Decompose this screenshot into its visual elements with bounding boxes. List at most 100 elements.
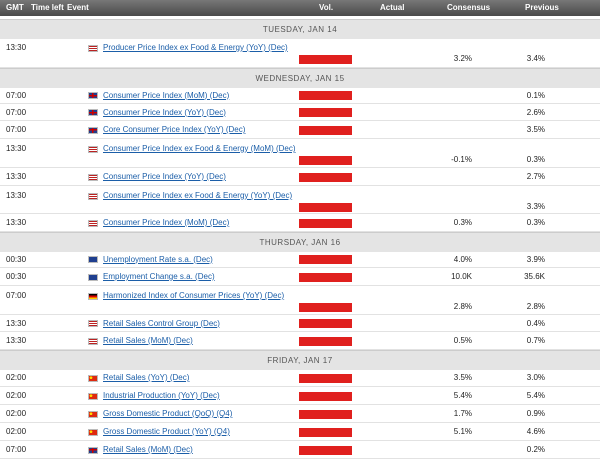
volatility-bar bbox=[299, 155, 352, 165]
event-row: 07:00 Retail Sales (MoM) (Dec) 0.2% bbox=[0, 441, 600, 459]
flag-icon bbox=[88, 320, 98, 327]
consensus: 2.8% bbox=[453, 302, 472, 311]
consensus: 5.4% bbox=[453, 391, 472, 400]
event-row: 02:00 Gross Domestic Product (YoY) (Q4) 5.… bbox=[0, 423, 600, 441]
event-link[interactable]: Gross Domestic Product (YoY) (Q4) bbox=[103, 427, 230, 436]
previous: 0.9% bbox=[526, 409, 545, 418]
event-link[interactable]: Employment Change s.a. (Dec) bbox=[103, 272, 215, 281]
time: 07:00 bbox=[6, 107, 27, 117]
flag-icon bbox=[88, 374, 98, 382]
flag-icon bbox=[88, 256, 98, 263]
event-link[interactable]: Consumer Price Index ex Food & Energy (M… bbox=[103, 144, 296, 153]
volatility-bar bbox=[299, 336, 352, 346]
time: 07:00 bbox=[6, 291, 27, 300]
volatility-bar bbox=[299, 108, 352, 117]
previous: 0.3% bbox=[526, 218, 545, 227]
event-link[interactable]: Consumer Price Index ex Food & Energy (Y… bbox=[103, 191, 293, 200]
day-label: TUESDAY, JAN 14 bbox=[262, 25, 338, 34]
event-link[interactable]: Consumer Price Index (MoM) (Dec) bbox=[103, 90, 230, 100]
col-actual: Actual bbox=[380, 3, 405, 12]
consensus: 4.0% bbox=[453, 254, 472, 264]
time: 00:30 bbox=[6, 254, 27, 264]
event-link[interactable]: Consumer Price Index (YoY) (Dec) bbox=[103, 172, 226, 181]
time: 02:00 bbox=[6, 391, 27, 400]
previous: 0.3% bbox=[526, 155, 545, 164]
col-event: Event bbox=[67, 3, 89, 12]
event-link[interactable]: Producer Price Index ex Food & Energy (Y… bbox=[103, 43, 288, 52]
event-row: 07:00 Consumer Price Index (YoY) (Dec) 2.6… bbox=[0, 104, 600, 121]
event-link[interactable]: Consumer Price Index (MoM) (Dec) bbox=[103, 218, 230, 227]
time: 13:30 bbox=[6, 318, 27, 328]
event-row: 13:30 Consumer Price Index ex Food & Ener… bbox=[0, 186, 600, 214]
flag-icon bbox=[88, 44, 98, 52]
previous: 3.0% bbox=[526, 373, 545, 382]
table-header: GMT Time left Event Vol. Actual Consensu… bbox=[0, 0, 600, 16]
event-link[interactable]: Retail Sales (MoM) (Dec) bbox=[103, 336, 193, 345]
volatility-bar bbox=[299, 172, 352, 182]
previous: 0.1% bbox=[526, 90, 545, 100]
event-row: 07:00 Consumer Price Index (MoM) (Dec) 0.1… bbox=[0, 87, 600, 104]
volatility-bar bbox=[299, 427, 352, 437]
event-row: 13:30 Retail Sales Control Group (Dec) 0.4… bbox=[0, 315, 600, 332]
event-row: 13:30 Consumer Price Index ex Food & Ener… bbox=[0, 139, 600, 168]
time: 07:00 bbox=[6, 445, 27, 454]
time: 13:30 bbox=[6, 336, 27, 345]
volatility-bar bbox=[299, 54, 352, 64]
flag-icon bbox=[88, 173, 98, 181]
previous: 0.2% bbox=[526, 445, 545, 454]
time: 07:00 bbox=[6, 125, 27, 134]
previous: 4.6% bbox=[526, 427, 545, 436]
volatility-bar bbox=[299, 391, 352, 401]
time: 13:30 bbox=[6, 172, 27, 181]
previous: 5.4% bbox=[526, 391, 545, 400]
day-header: TUESDAY, JAN 14 bbox=[0, 19, 600, 39]
time: 13:30 bbox=[6, 191, 27, 200]
volatility-bar bbox=[299, 218, 352, 228]
flag-icon bbox=[88, 446, 98, 454]
event-link[interactable]: Gross Domestic Product (QoQ) (Q4) bbox=[103, 409, 233, 418]
day-header: FRIDAY, JAN 17 bbox=[0, 350, 600, 370]
day-label: WEDNESDAY, JAN 15 bbox=[255, 74, 345, 83]
event-row: 13:30 Retail Sales (MoM) (Dec) 0.5% 0.7% bbox=[0, 332, 600, 350]
event-link[interactable]: Retail Sales (MoM) (Dec) bbox=[103, 445, 193, 454]
col-consensus: Consensus bbox=[447, 3, 491, 12]
col-previous: Previous bbox=[525, 3, 559, 12]
day-label: FRIDAY, JAN 17 bbox=[267, 356, 333, 365]
day-header: THURSDAY, JAN 16 bbox=[0, 232, 600, 252]
event-link[interactable]: Core Consumer Price Index (YoY) (Dec) bbox=[103, 125, 246, 134]
event-link[interactable]: Retail Sales Control Group (Dec) bbox=[103, 318, 220, 328]
event-row: 07:00 Core Consumer Price Index (YoY) (De… bbox=[0, 121, 600, 139]
time: 13:30 bbox=[6, 144, 27, 153]
volatility-bar bbox=[299, 373, 352, 383]
event-link[interactable]: Harmonized Index of Consumer Prices (YoY… bbox=[103, 291, 285, 300]
col-vol: Vol. bbox=[319, 3, 334, 12]
time: 02:00 bbox=[6, 373, 27, 382]
col-gmt: GMT bbox=[6, 3, 24, 12]
day-header: WEDNESDAY, JAN 15 bbox=[0, 68, 600, 88]
flag-icon bbox=[88, 410, 98, 418]
volatility-bar bbox=[299, 272, 352, 282]
event-link[interactable]: Industrial Production (YoY) (Dec) bbox=[103, 391, 220, 400]
event-link[interactable]: Unemployment Rate s.a. (Dec) bbox=[103, 254, 213, 264]
previous: 3.3% bbox=[526, 202, 545, 211]
consensus: -0.1% bbox=[451, 155, 472, 164]
flag-icon bbox=[88, 145, 98, 153]
event-link[interactable]: Retail Sales (YoY) (Dec) bbox=[103, 373, 190, 382]
flag-icon bbox=[88, 273, 98, 281]
col-time-left: Time left bbox=[31, 3, 64, 12]
volatility-bar bbox=[299, 91, 352, 100]
time: 13:30 bbox=[6, 218, 27, 227]
event-row: 02:00 Industrial Production (YoY) (Dec) 5.… bbox=[0, 387, 600, 405]
volatility-bar bbox=[299, 302, 352, 312]
previous: 3.9% bbox=[526, 254, 545, 264]
consensus: 10.0K bbox=[451, 272, 472, 281]
event-row: 13:30 Consumer Price Index (YoY) (Dec) 2.7… bbox=[0, 168, 600, 186]
event-row: 07:00 Harmonized Index of Consumer Prices… bbox=[0, 286, 600, 315]
event-link[interactable]: Consumer Price Index (YoY) (Dec) bbox=[103, 107, 226, 117]
event-row: 13:30 Consumer Price Index (MoM) (Dec) 0.3… bbox=[0, 214, 600, 232]
day-label: THURSDAY, JAN 16 bbox=[259, 238, 341, 247]
flag-icon bbox=[88, 192, 98, 200]
time: 07:00 bbox=[6, 90, 27, 100]
time: 02:00 bbox=[6, 427, 27, 436]
